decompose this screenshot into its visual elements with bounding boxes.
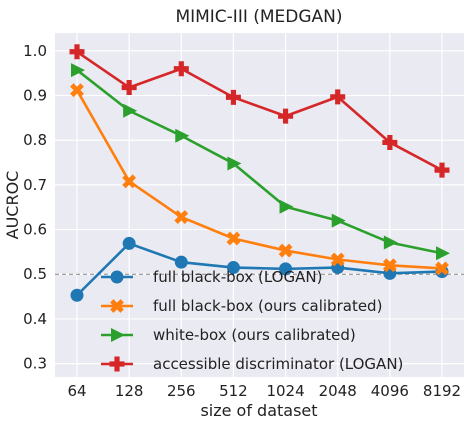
y-tick-label: 0.8 — [23, 131, 47, 149]
data-point — [330, 252, 345, 267]
data-point — [279, 199, 294, 214]
data-point — [279, 262, 293, 276]
x-tick-label: 4096 — [371, 382, 409, 400]
series-1 — [70, 236, 449, 302]
x-tick-label: 8192 — [423, 382, 461, 400]
legend-marker — [110, 270, 124, 284]
y-tick-label: 0.3 — [23, 355, 47, 373]
x-tick-label: 1024 — [266, 382, 304, 400]
legend-item-4: accessible discriminator (LOGAN) — [101, 355, 403, 373]
legend-item-3: white-box (ours calibrated) — [101, 326, 356, 344]
data-point — [174, 255, 188, 269]
legend-item-1: full black-box (LOGAN) — [101, 268, 322, 286]
series-2 — [70, 83, 449, 276]
data-point — [382, 258, 397, 273]
x-tick-label: 64 — [67, 382, 86, 400]
data-point — [382, 134, 398, 150]
plot-background — [55, 33, 464, 377]
y-tick-label: 0.5 — [23, 265, 47, 283]
data-point — [70, 288, 84, 302]
data-point — [331, 213, 346, 228]
data-point — [122, 174, 137, 189]
data-point — [174, 210, 189, 224]
data-point — [173, 61, 189, 77]
series-3 — [71, 63, 450, 261]
legend: full black-box (LOGAN) full black-box (ou… — [101, 268, 403, 373]
data-point — [122, 236, 136, 250]
series-line — [76, 242, 443, 297]
legend-label: white-box (ours calibrated) — [153, 326, 356, 344]
legend-item-2: full black-box (ours calibrated) — [101, 297, 382, 315]
legend-marker — [109, 356, 125, 372]
data-point — [225, 89, 241, 105]
y-tick-label: 0.9 — [23, 87, 47, 105]
legend-marker — [110, 299, 124, 313]
y-axis-title: AUCROC — [3, 171, 22, 240]
chart-title: MIMIC-III (MEDGAN) — [175, 7, 342, 27]
data-point — [123, 103, 138, 118]
x-tick-label: 512 — [219, 382, 248, 400]
data-point — [226, 231, 241, 246]
x-tick-label: 256 — [167, 382, 196, 400]
data-point — [278, 243, 293, 258]
x-tick-label: 128 — [115, 382, 144, 400]
y-tick-label: 0.4 — [23, 310, 47, 328]
data-point — [330, 89, 346, 105]
series-line — [76, 69, 443, 255]
data-point — [383, 235, 398, 250]
x-tick-label: 2048 — [319, 382, 357, 400]
y-tick-label: 1.0 — [23, 42, 47, 60]
data-point — [434, 162, 450, 178]
data-point — [226, 261, 240, 275]
data-point — [436, 246, 450, 261]
x-tick-labels: 64 128 256 512 1024 2048 4096 8192 — [67, 382, 461, 400]
legend-label: full black-box (LOGAN) — [153, 268, 322, 286]
data-point — [69, 44, 85, 60]
y-tick-labels: 0.3 0.4 0.5 0.6 0.7 0.8 0.9 1.0 — [23, 42, 47, 373]
data-point — [435, 261, 449, 276]
y-tick-label: 0.6 — [23, 221, 47, 239]
legend-label: accessible discriminator (LOGAN) — [153, 355, 403, 373]
data-point — [70, 83, 84, 98]
series-line — [76, 50, 443, 172]
y-tick-label: 0.7 — [23, 176, 47, 194]
x-axis-title: size of dataset — [200, 401, 317, 420]
data-point — [278, 108, 294, 124]
data-point — [71, 63, 85, 78]
series-line — [75, 89, 443, 270]
legend-label: full black-box (ours calibrated) — [153, 297, 382, 315]
series-4 — [69, 44, 450, 178]
data-point — [121, 80, 137, 96]
series-layer — [69, 44, 450, 302]
legend-marker — [111, 328, 125, 342]
data-point — [227, 156, 242, 171]
data-point — [175, 128, 190, 143]
